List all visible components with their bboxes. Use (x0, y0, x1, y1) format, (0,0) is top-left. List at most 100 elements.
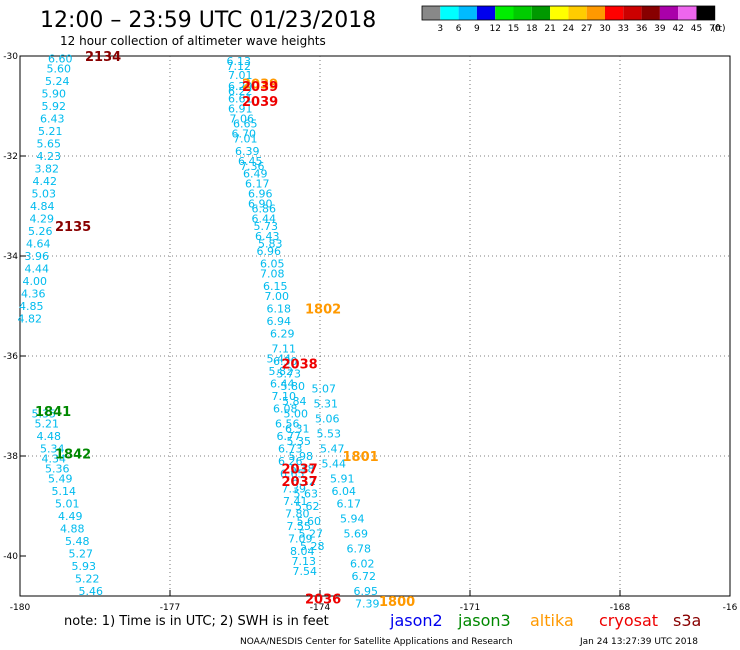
legend-border (421, 5, 716, 21)
swh-value: 6.22 (228, 85, 253, 98)
track-a: 6.605.605.245.905.926.435.215.654.233.82… (18, 53, 73, 326)
pass-label-jason3: 1841 (35, 405, 71, 420)
swh-value: 7.01 (228, 69, 253, 82)
swh-value: 6.43 (40, 113, 65, 126)
swh-value: 5.07 (312, 383, 337, 396)
swh-value: 5.83 (258, 238, 283, 251)
lon-tick-label: -174 (310, 603, 331, 613)
swh-value: 5.21 (35, 418, 60, 431)
figure-title: 12:00 – 23:59 UTC 01/23/2018 (40, 8, 376, 33)
swh-value: 5.27 (69, 548, 94, 561)
legend-tick-label: 39 (654, 24, 666, 34)
swh-value: 6.77 (277, 430, 302, 443)
legend-tick-label: 9 (474, 24, 480, 34)
legend-tick-label: 30 (599, 24, 611, 34)
legend-swatch (550, 6, 569, 20)
swh-value: 5.47 (320, 443, 345, 456)
latitude-ticks: -30 -32 -34 -36 -38 -40 (3, 52, 26, 562)
track-f: 5.355.214.485.344.345.365.495.145.014.49… (32, 408, 104, 599)
longitude-ticks: -180 -177 -174 -171 -168 -16 (10, 590, 738, 613)
legend-unit: (ft) (712, 24, 726, 34)
swh-value: 5.53 (317, 428, 342, 441)
legend-tick-label: 24 (563, 24, 575, 34)
swh-value: 5.91 (330, 473, 355, 486)
pass-label-altika: 1801 (343, 450, 379, 465)
swh-value: 5.63 (294, 488, 319, 501)
swh-value: 5.44 (322, 458, 347, 471)
swh-value: 5.14 (52, 485, 77, 498)
pass-label-cryosat: 2036 (305, 593, 341, 608)
swh-value: 7.12 (227, 60, 252, 73)
swh-value: 5.28 (300, 540, 325, 553)
lat-tick-label: -30 (3, 52, 18, 62)
swh-value: 5.03 (32, 188, 57, 201)
swh-value: 6.15 (263, 280, 288, 293)
mission-label-jason2: jason2 (389, 611, 443, 630)
swh-value: 5.62 (295, 500, 320, 513)
swh-value: 5.24 (45, 75, 70, 88)
swh-value: 6.05 (260, 258, 285, 271)
swh-value: 6.18 (267, 303, 292, 316)
swh-value: 5.69 (344, 528, 369, 541)
mission-label-altika: altika (530, 611, 574, 630)
track-c: 5.735.80 5.845.00 6.315.35 5.985.186.125.63… (277, 368, 325, 554)
legend-swatch (678, 6, 697, 20)
swh-value: 6.17 (337, 498, 362, 511)
swh-value: 7.00 (265, 290, 290, 303)
swh-value: 6.90 (248, 198, 273, 211)
wave-height-color-scale: 3 6 9 12 15 18 21 24 27 30 33 36 39 42 45 70 (421, 5, 721, 34)
swh-value: 5.44 (267, 353, 292, 366)
swh-value: 6.31 (285, 423, 310, 436)
swh-value: 4.36 (21, 288, 46, 301)
swh-value: 6.73 (278, 443, 303, 456)
swh-value: 4.49 (58, 510, 83, 523)
pass-label-s3a: 2135 (55, 220, 91, 235)
swh-value: 7.39 (282, 483, 307, 496)
swh-value: 8.04 (290, 545, 315, 558)
legend-swatch (458, 6, 477, 20)
track-d: 5.445.826.447.106.08 6.566.776.736.266.65… (267, 353, 318, 579)
swh-value: 6.49 (243, 168, 268, 181)
swh-value: 5.90 (42, 88, 67, 101)
mission-label-jason3: jason3 (457, 611, 511, 630)
pass-label-altika: 2039 (242, 78, 278, 93)
swh-value: 5.46 (79, 585, 104, 598)
lat-tick-label: -36 (3, 352, 18, 362)
track-b: 6.137.127.016.296.226.616.917.066.656.70… (227, 55, 298, 368)
pass-label-cryosat: 2039 (242, 95, 278, 110)
swh-value: 5.94 (340, 513, 365, 526)
swh-value: 7.13 (292, 555, 317, 568)
legend-swatch (605, 6, 624, 20)
lon-tick-label: -180 (10, 603, 31, 613)
swh-value: 6.44 (252, 213, 277, 226)
swh-value: 6.95 (354, 585, 379, 598)
swh-value: 4.42 (33, 175, 58, 188)
swh-value: 4.34 (42, 453, 67, 466)
legend-swatch (476, 6, 496, 20)
figure-subtitle: 12 hour collection of altimeter wave hei… (60, 34, 326, 48)
swh-value: 6.04 (332, 485, 357, 498)
swh-value: 5.35 (32, 408, 57, 421)
map-frame (19, 55, 731, 597)
lon-tick-label: -177 (160, 603, 180, 613)
swh-value: 5.34 (40, 443, 65, 456)
swh-value: 5.21 (38, 125, 63, 138)
footer-timestamp: Jan 24 13:27:39 UTC 2018 (579, 637, 698, 647)
swh-value: 7.41 (283, 495, 308, 508)
legend-swatch (641, 6, 660, 20)
swh-value: 7.54 (293, 565, 318, 578)
swh-value: 5.35 (287, 435, 312, 448)
swh-value: 6.60 (48, 53, 73, 66)
lon-tick-label: -168 (610, 603, 631, 613)
pass-label-cryosat: 2039 (242, 80, 278, 95)
pass-label-altika: 1800 (379, 595, 415, 610)
lon-tick-label: -171 (460, 603, 480, 613)
swh-value: 7.11 (272, 343, 297, 356)
swh-value: 4.85 (19, 300, 44, 313)
swh-value: 5.92 (42, 100, 67, 113)
legend-tick-label: 70 (709, 24, 721, 34)
legend-tick-label: 36 (636, 24, 648, 34)
swh-value: 6.17 (245, 178, 270, 191)
pass-label-jason3: 1842 (55, 448, 91, 463)
altimeter-tracks: 6.605.605.245.905.926.435.215.654.233.82… (18, 53, 380, 611)
